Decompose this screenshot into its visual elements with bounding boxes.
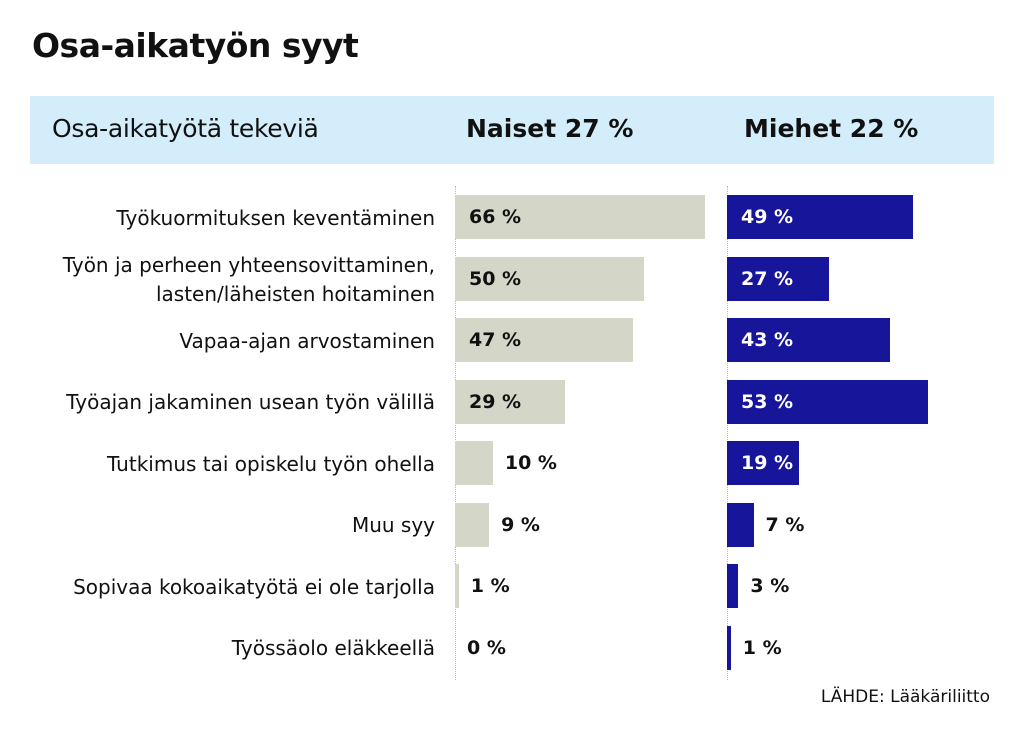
value-label-women: 29 % xyxy=(469,390,522,413)
bar-men xyxy=(727,564,739,608)
category-label: Työkuormituksen keventäminen xyxy=(15,204,435,233)
category-label: Muu syy xyxy=(15,511,435,540)
value-label-men: 1 % xyxy=(742,636,782,659)
value-label-men: 19 % xyxy=(741,452,794,474)
bar-women xyxy=(455,502,490,547)
bar-women xyxy=(455,441,493,485)
value-label-men: 7 % xyxy=(765,513,805,536)
bar-men xyxy=(727,441,799,485)
category-label-line: Tutkimus tai opiskelu työn ohella xyxy=(107,451,435,476)
category-label-line: Sopivaa kokoaikatyötä ei ole tarjolla xyxy=(73,574,435,599)
value-label-women: 9 % xyxy=(501,513,540,536)
bar-women xyxy=(455,379,565,424)
bar-men xyxy=(727,379,928,424)
category-label-line: Työajan jakaminen usean työn välillä xyxy=(66,390,435,414)
bar-women xyxy=(455,564,459,608)
value-label-men: 53 % xyxy=(741,390,794,413)
bar-men xyxy=(727,195,913,239)
source-note: LÄHDE: Lääkäriliitto xyxy=(820,687,990,707)
chart-title: Osa-aikatyön syyt xyxy=(32,26,359,65)
value-label-women: 66 % xyxy=(469,206,522,228)
bar-men xyxy=(727,318,890,362)
category-label: Työajan jakaminen usean työn välillä xyxy=(15,388,435,417)
women-baseline xyxy=(455,186,456,680)
header-men: Miehet 22 % xyxy=(744,114,919,143)
bar-women xyxy=(455,195,705,239)
category-label-line: Työkuormituksen keventäminen xyxy=(116,205,435,230)
value-label-men: 3 % xyxy=(750,575,790,597)
category-label-line: lasten/läheisten hoitaminen xyxy=(155,281,435,306)
header-row-label: Osa-aikatyötä tekeviä xyxy=(52,114,319,143)
category-label-line: Muu syy xyxy=(351,513,435,537)
category-label-line: Työssäolo eläkkeellä xyxy=(231,636,435,660)
men-baseline xyxy=(727,186,728,680)
category-label: Vapaa-ajan arvostaminen xyxy=(15,327,435,356)
category-label: Tutkimus tai opiskelu työn ohella xyxy=(15,450,435,479)
value-label-women: 50 % xyxy=(469,267,522,290)
value-label-women: 47 % xyxy=(469,329,522,351)
bar-women xyxy=(455,256,645,301)
value-label-men: 43 % xyxy=(741,329,794,351)
value-label-women: 1 % xyxy=(470,575,510,597)
value-label-men: 27 % xyxy=(741,267,794,290)
header-women: Naiset 27 % xyxy=(466,114,634,143)
value-label-men: 49 % xyxy=(741,206,794,228)
value-label-women: 10 % xyxy=(504,452,557,474)
value-label-women: 0 % xyxy=(467,636,506,659)
bar-women xyxy=(455,318,634,362)
category-label-line: Vapaa-ajan arvostaminen xyxy=(179,328,435,353)
category-label: Työssäolo eläkkeellä xyxy=(15,634,435,663)
bar-men xyxy=(727,502,754,547)
bar-men xyxy=(727,256,830,301)
category-label-line: Työn ja perheen yhteensovittaminen, xyxy=(62,252,435,277)
header-band xyxy=(30,96,994,164)
category-label: Sopivaa kokoaikatyötä ei ole tarjolla xyxy=(15,573,435,602)
bar-men xyxy=(727,625,731,670)
category-label: Työn ja perheen yhteensovittaminen, laste… xyxy=(15,251,435,309)
